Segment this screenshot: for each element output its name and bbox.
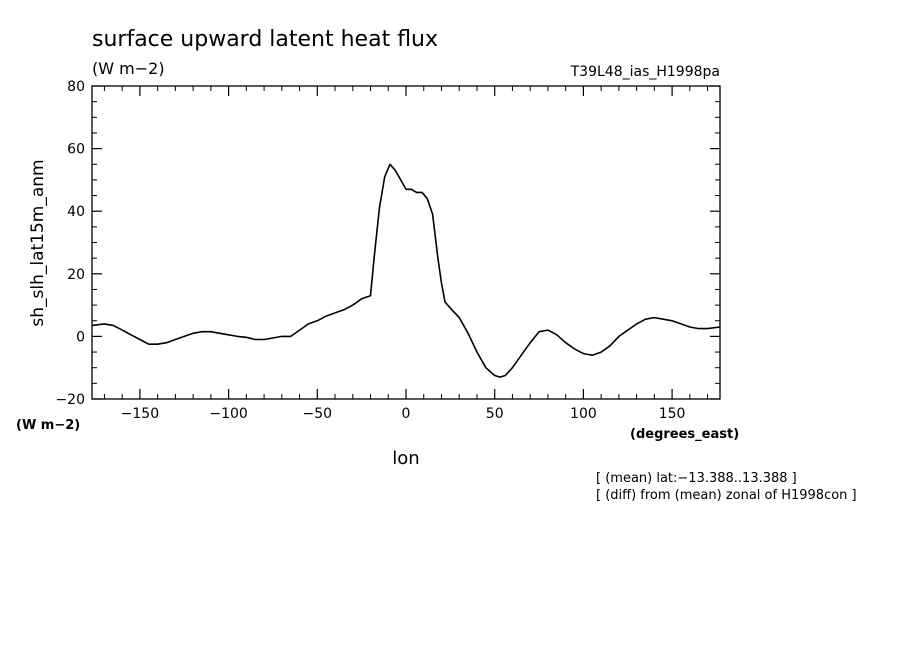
- y-tick-label: 60: [67, 142, 85, 158]
- series-line: [91, 163, 721, 378]
- note-mean-lat: [ (mean) lat:−13.388..13.388 ]: [596, 471, 797, 486]
- y-axis-ticks: −20 0 20 40 60 80: [55, 79, 720, 408]
- run-label: T39L48_ias_H1998pa: [570, 64, 720, 80]
- x-tick-label: −100: [209, 406, 247, 422]
- note-diff: [ (diff) from (mean) zonal of H1998con ]: [596, 488, 857, 503]
- x-tick-label: −150: [121, 406, 159, 422]
- x-axis-units: (degrees_east): [630, 427, 739, 442]
- plot-frame: [91, 85, 721, 400]
- y-tick-label: −20: [55, 392, 85, 408]
- x-axis-label: lon: [392, 448, 419, 469]
- x-tick-label: 150: [659, 406, 686, 422]
- x-tick-label: −50: [303, 406, 333, 422]
- title-units: (W m−2): [92, 59, 165, 78]
- x-tick-label: 100: [570, 406, 597, 422]
- y-axis-units: (W m−2): [16, 418, 80, 433]
- y-tick-label: 80: [67, 79, 85, 95]
- y-tick-label: 0: [76, 329, 85, 345]
- series-group: [91, 163, 721, 378]
- x-tick-label: 0: [402, 406, 411, 422]
- y-tick-label: 20: [67, 267, 85, 283]
- chart-title: surface upward latent heat flux: [92, 27, 438, 52]
- y-axis-label: sh_slh_lat15m_anm: [28, 159, 48, 326]
- x-tick-label: 50: [486, 406, 504, 422]
- x-axis-ticks: −150 −100 −50 0 50 100 150: [103, 86, 709, 422]
- y-tick-label: 40: [67, 204, 85, 220]
